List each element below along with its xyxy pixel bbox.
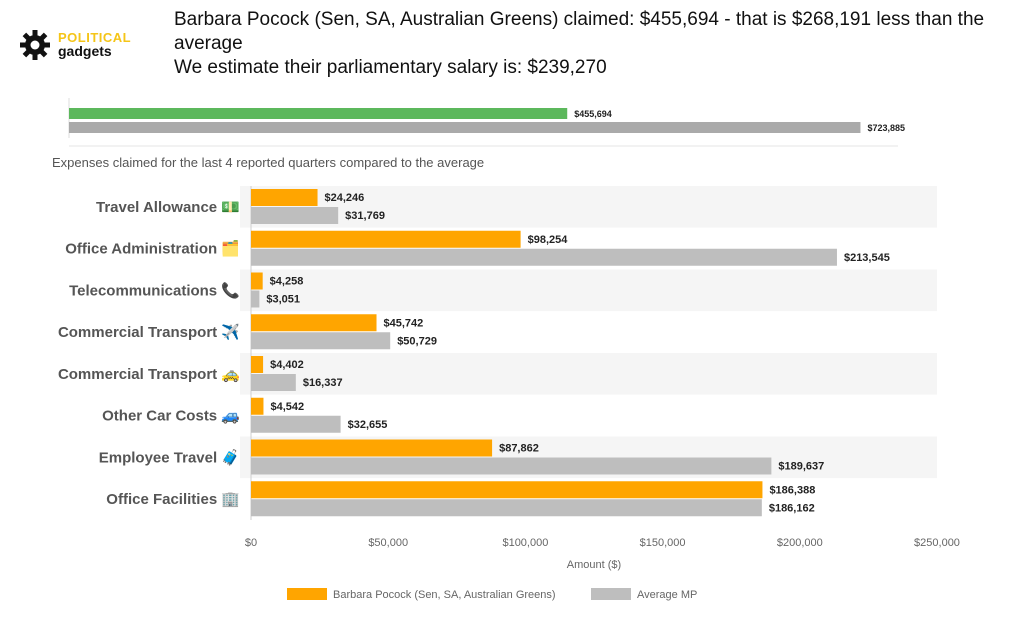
- legend-label-member: Barbara Pocock (Sen, SA, Australian Gree…: [333, 589, 556, 601]
- row-band: [240, 353, 937, 395]
- legend-swatch-average: [591, 588, 631, 600]
- legend-swatch-member: [287, 588, 327, 600]
- bar-label-member: $87,862: [499, 443, 539, 455]
- category-label: Commercial Transport 🚕: [58, 366, 240, 383]
- row-band: [240, 186, 937, 228]
- category-label: Office Facilities 🏢: [106, 491, 240, 508]
- bar-average: [251, 332, 391, 350]
- bar-average: [251, 457, 772, 475]
- x-tick-label: $100,000: [502, 537, 548, 549]
- summary-bar-average: [69, 122, 861, 133]
- category-label: Office Administration 🗂️: [65, 240, 240, 258]
- summary-bar-label-member: $455,694: [574, 109, 612, 119]
- bar-member: [251, 314, 377, 332]
- chart-subtitle: Expenses claimed for the last 4 reported…: [52, 155, 485, 170]
- bar-label-average: $50,729: [397, 335, 437, 347]
- x-tick-label: $250,000: [914, 537, 960, 549]
- bar-average: [251, 290, 260, 308]
- bar-average: [251, 207, 339, 224]
- category-label: Travel Allowance 💵: [96, 199, 240, 216]
- bar-average: [251, 374, 296, 391]
- row-band: [240, 394, 937, 437]
- legend-label-average: Average MP: [637, 589, 697, 601]
- headline-claim: Barbara Pocock (Sen, SA, Australian Gree…: [174, 9, 985, 54]
- bar-label-member: $186,388: [769, 484, 815, 496]
- category-label: Commercial Transport ✈️: [58, 322, 240, 341]
- gear-icon: [20, 30, 50, 60]
- bar-average: [251, 499, 762, 517]
- bar-label-member: $4,258: [270, 276, 304, 288]
- bar-label-average: $3,051: [266, 294, 300, 306]
- bar-label-average: $213,545: [844, 252, 890, 264]
- bar-member: [251, 356, 264, 373]
- bar-member: [251, 481, 763, 499]
- summary-chart: $455,694 $723,885: [68, 98, 905, 147]
- bar-label-member: $4,402: [270, 359, 304, 371]
- logo-text-gadgets: gadgets: [58, 43, 112, 59]
- category-label: Telecommunications 📞: [69, 280, 240, 299]
- bar-label-member: $24,246: [325, 192, 365, 204]
- bar-label-average: $31,769: [345, 210, 385, 222]
- x-tick-label: $0: [245, 537, 257, 549]
- x-tick-label: $150,000: [640, 537, 686, 549]
- bar-member: [251, 230, 521, 248]
- x-tick-label: $50,000: [368, 537, 408, 549]
- summary-bar-member: [69, 108, 568, 119]
- summary-bar-label-average: $723,885: [867, 123, 905, 133]
- x-tick-label: $200,000: [777, 537, 823, 549]
- category-label: Other Car Costs 🚙: [102, 408, 240, 425]
- bar-label-member: $98,254: [528, 234, 569, 246]
- bar-member: [251, 439, 493, 457]
- row-band: [240, 269, 937, 312]
- logo-text-political: POLITICAL: [58, 30, 132, 45]
- bar-label-average: $16,337: [303, 377, 343, 389]
- expense-chart: Travel Allowance 💵 $24,246 $31,769 Office A…: [58, 186, 960, 601]
- headline-salary: We estimate their parliamentary salary i…: [174, 57, 607, 78]
- logo: POLITICAL gadgets: [18, 28, 148, 62]
- bar-member: [251, 189, 318, 206]
- bar-average: [251, 248, 837, 266]
- bar-member: [251, 397, 264, 415]
- bar-average: [251, 415, 341, 433]
- category-label: Employee Travel 🧳: [99, 448, 240, 466]
- bar-label-average: $189,637: [778, 461, 824, 473]
- bar-label-average: $32,655: [348, 419, 388, 431]
- headline: Barbara Pocock (Sen, SA, Australian Gree…: [174, 8, 1014, 80]
- x-axis-title: Amount ($): [567, 559, 621, 571]
- bar-member: [251, 272, 263, 290]
- bar-label-average: $186,162: [769, 502, 815, 514]
- bar-label-member: $4,542: [270, 401, 304, 413]
- bar-label-member: $45,742: [384, 317, 424, 329]
